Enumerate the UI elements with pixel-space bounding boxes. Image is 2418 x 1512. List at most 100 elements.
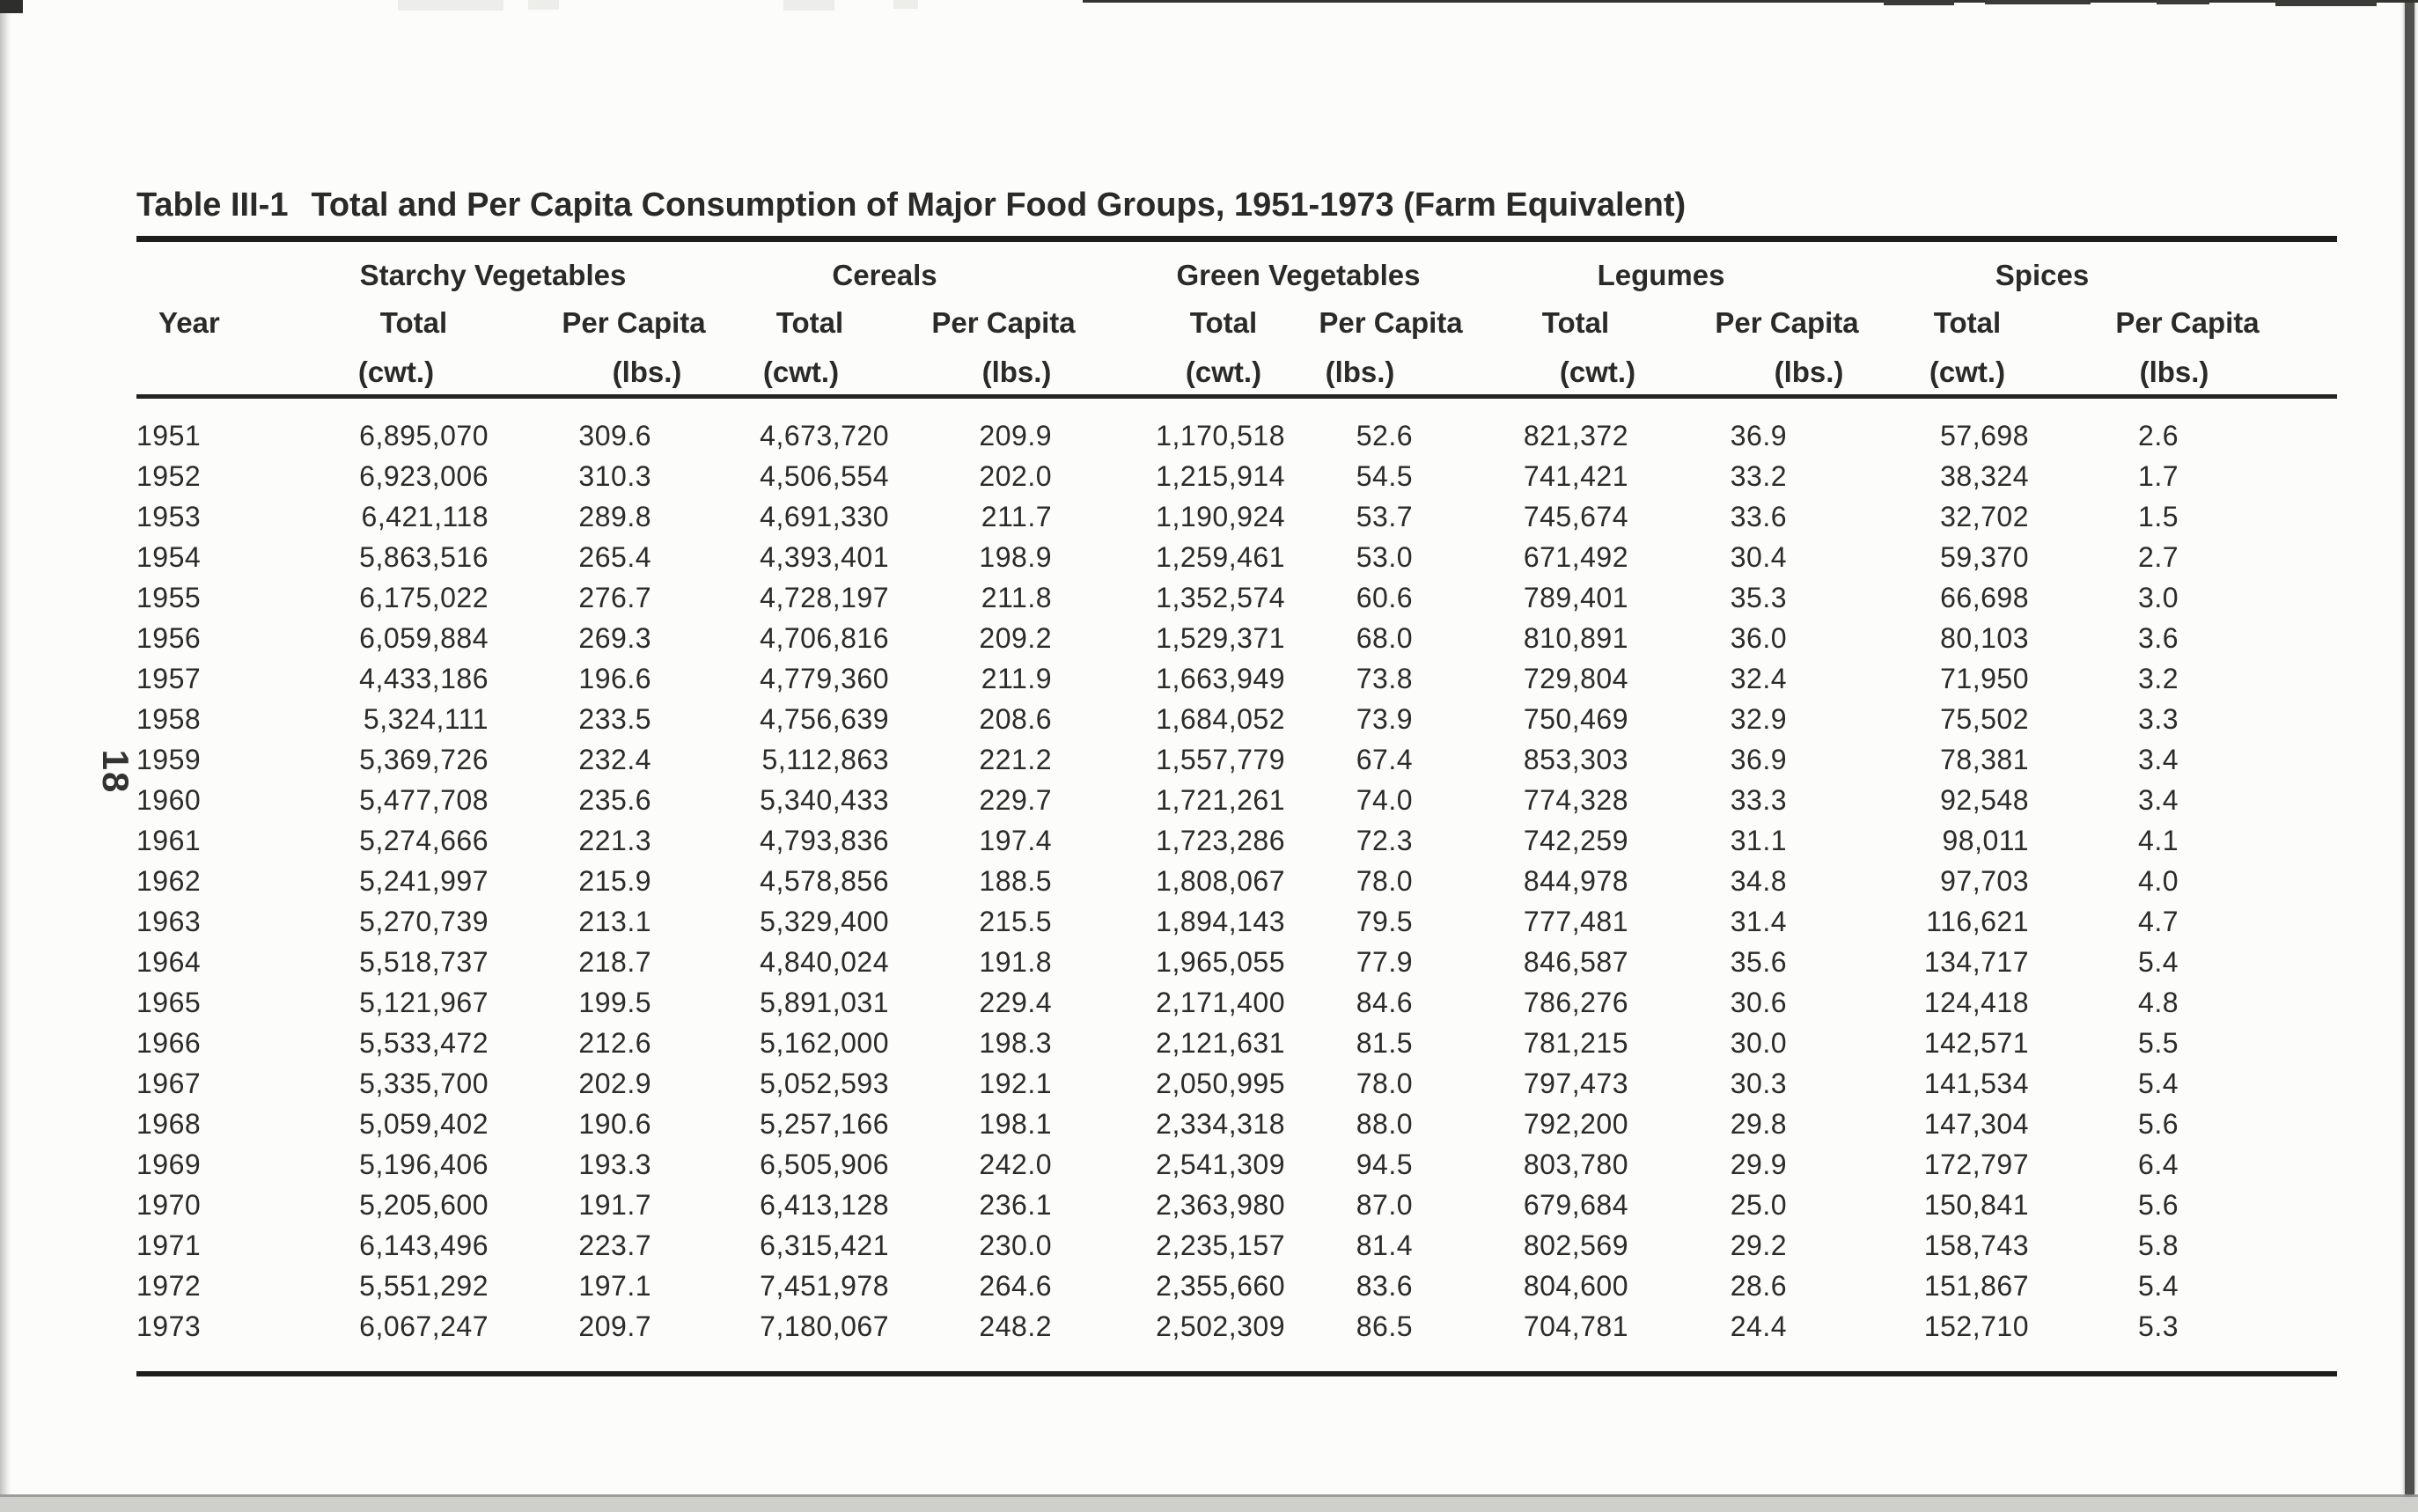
scan-artifact-dash (1884, 0, 1954, 5)
value-cell: 158,743 (1923, 1229, 2029, 1261)
year-cell: 1955 (136, 582, 202, 613)
value-cell: 6,421,118 (361, 501, 489, 532)
value-cell: 6,505,906 (760, 1149, 889, 1180)
value-cell: 774,328 (1523, 784, 1628, 816)
year-cell: 1959 (136, 744, 202, 775)
value-cell: 4,840,024 (760, 946, 889, 978)
column-unit-cwt: (cwt.) (1185, 356, 1262, 388)
year-cell: 1968 (136, 1108, 202, 1140)
value-cell: 33.6 (1730, 501, 1787, 532)
table-row: 1968 5,059,402 190.6 5,257,166 198.1 2,334,31… (136, 1104, 2337, 1144)
value-cell: 803,780 (1523, 1149, 1628, 1180)
value-cell: 36.0 (1730, 622, 1787, 654)
value-cell: 4,393,401 (760, 541, 889, 573)
spacer-cell (2179, 820, 2337, 861)
value-cell: 1,259,461 (1156, 541, 1285, 573)
value-cell: 821,372 (1523, 420, 1628, 451)
value-cell: 3.4 (2138, 744, 2179, 775)
column-header-per-capita: Per Capita (562, 306, 706, 339)
value-cell: 32,702 (1940, 501, 2029, 532)
value-cell: 142,571 (1923, 1027, 2029, 1059)
value-cell: 269.3 (578, 622, 651, 654)
value-cell: 36.9 (1730, 420, 1787, 451)
value-cell: 4,756,639 (760, 703, 889, 735)
value-cell: 199.5 (578, 987, 651, 1018)
value-cell: 1.5 (2138, 501, 2179, 532)
value-cell: 810,891 (1523, 622, 1628, 654)
value-cell: 2,502,309 (1156, 1310, 1285, 1342)
table-row: 1971 6,143,496 223.7 6,315,421 230.0 2,235,15… (136, 1225, 2337, 1266)
value-cell: 5,059,402 (359, 1108, 489, 1140)
scan-artifact-corner (0, 0, 23, 13)
value-cell: 5,205,600 (359, 1189, 489, 1221)
year-cell: 1967 (136, 1068, 202, 1099)
value-cell: 97,703 (1940, 865, 2029, 897)
column-header-per-capita: Per Capita (1319, 306, 1463, 339)
scan-edge-left (0, 0, 11, 1512)
value-cell: 309.6 (578, 420, 651, 451)
value-cell: 83.6 (1356, 1270, 1413, 1302)
value-cell: 1,723,286 (1156, 825, 1285, 856)
scan-edge-right (2405, 0, 2414, 1494)
column-unit-cwt: (cwt.) (762, 356, 840, 388)
value-cell: 3.6 (2138, 622, 2179, 654)
value-cell: 5,257,166 (760, 1108, 889, 1140)
value-cell: 2.7 (2138, 541, 2179, 573)
value-cell: 5,274,666 (359, 825, 489, 856)
spacer-cell (2179, 537, 2337, 577)
value-cell: 1,215,914 (1156, 460, 1285, 492)
value-cell: 1,721,261 (1156, 784, 1285, 816)
value-cell: 289.8 (578, 501, 651, 532)
value-cell: 4.7 (2138, 906, 2179, 937)
year-cell: 1969 (136, 1149, 202, 1180)
value-cell: 229.7 (979, 784, 1052, 816)
year-cell: 1957 (136, 663, 202, 694)
table-row: 1967 5,335,700 202.9 5,052,593 192.1 2,050,99… (136, 1063, 2337, 1104)
value-cell: 77.9 (1356, 946, 1413, 978)
table-title-text: Total and Per Capita Consumption of Majo… (311, 187, 1687, 224)
spacer-cell (2179, 1266, 2337, 1306)
value-cell: 5,533,472 (359, 1027, 489, 1059)
value-cell: 4,691,330 (760, 501, 889, 532)
value-cell: 5.4 (2138, 946, 2179, 978)
value-cell: 92,548 (1940, 784, 2029, 816)
group-header-spices: Spices (1995, 259, 2090, 291)
column-header-total: Total (1189, 306, 1258, 339)
value-cell: 32.9 (1730, 703, 1787, 735)
spacer-cell (2179, 1144, 2337, 1185)
value-cell: 86.5 (1356, 1310, 1413, 1342)
value-cell: 792,200 (1523, 1108, 1628, 1140)
value-cell: 264.6 (979, 1270, 1052, 1302)
table-area: Table III-1 Total and Per Capita Consumpt… (136, 187, 2337, 1419)
spacer-cell (2179, 577, 2337, 618)
value-cell: 2,121,631 (1156, 1027, 1285, 1059)
scan-artifact-mark (528, 0, 559, 10)
scan-artifact-top-line (1083, 0, 2418, 3)
year-cell: 1958 (136, 703, 202, 735)
value-cell: 134,717 (1923, 946, 2029, 978)
value-cell: 2,171,400 (1156, 987, 1285, 1018)
value-cell: 1,894,143 (1156, 906, 1285, 937)
table-row: 1955 6,175,022 276.7 4,728,197 211.8 1,352,57… (136, 577, 2337, 618)
value-cell: 150,841 (1923, 1189, 2029, 1221)
value-cell: 208.6 (979, 703, 1052, 735)
value-cell: 742,259 (1523, 825, 1628, 856)
scan-artifact-dash (1985, 0, 2091, 4)
value-cell: 781,215 (1523, 1027, 1628, 1059)
value-cell: 190.6 (578, 1108, 651, 1140)
spacer-cell (2179, 901, 2337, 942)
value-cell: 1.7 (2138, 460, 2179, 492)
value-cell: 5,891,031 (760, 987, 889, 1018)
value-cell: 198.1 (979, 1108, 1052, 1140)
value-cell: 98,011 (1942, 825, 2029, 856)
spacer-cell (2179, 780, 2337, 820)
value-cell: 5,329,400 (760, 906, 889, 937)
value-cell: 5.3 (2138, 1310, 2179, 1342)
value-cell: 236.1 (979, 1189, 1052, 1221)
value-cell: 6,923,006 (359, 460, 489, 492)
value-cell: 704,781 (1523, 1310, 1628, 1342)
value-cell: 71,950 (1940, 663, 2029, 694)
value-cell: 679,684 (1523, 1189, 1628, 1221)
value-cell: 81.4 (1356, 1229, 1413, 1261)
value-cell: 5,270,739 (359, 906, 489, 937)
